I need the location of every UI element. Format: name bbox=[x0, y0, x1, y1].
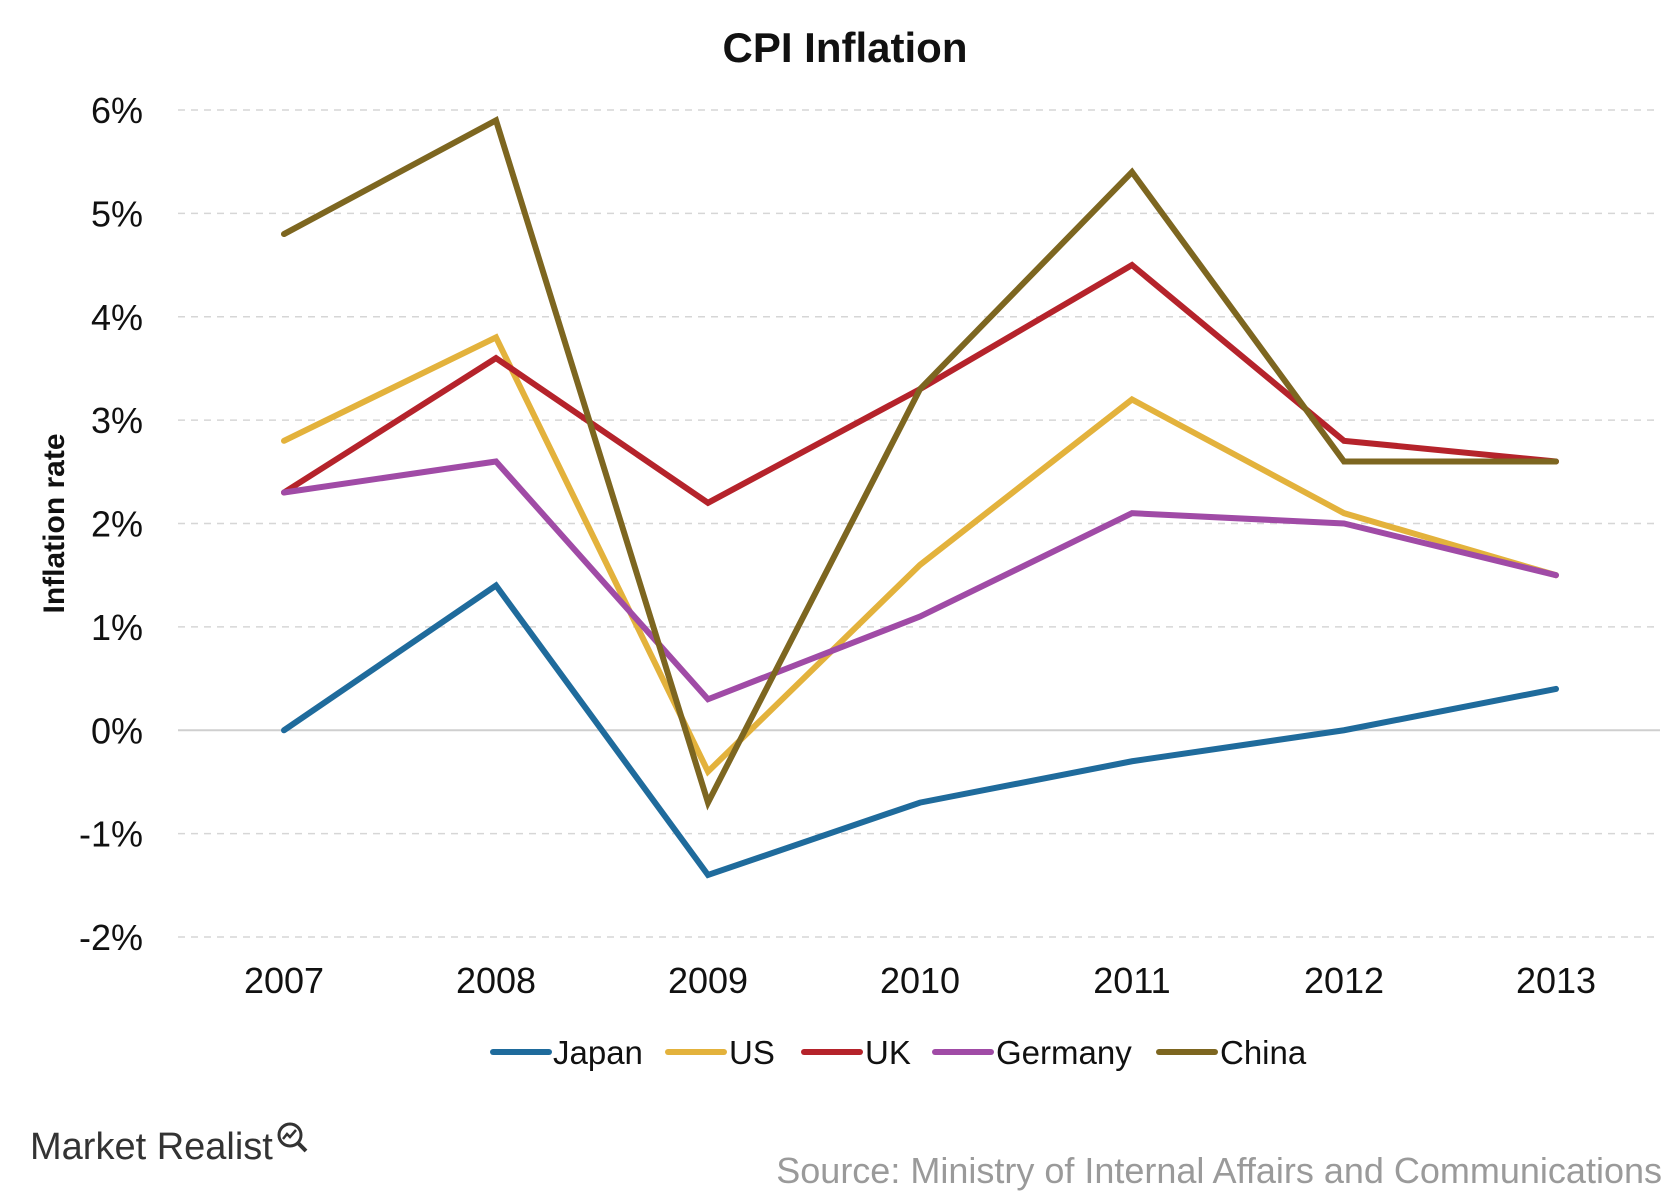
x-tick-label: 2009 bbox=[668, 960, 748, 1001]
y-tick-label: 1% bbox=[91, 607, 143, 648]
series-line-germany bbox=[281, 458, 1559, 703]
y-tick-label: -2% bbox=[79, 917, 143, 958]
brand-logo: Market Realist bbox=[30, 1122, 309, 1169]
y-tick-label: 5% bbox=[91, 193, 143, 234]
chart-title: CPI Inflation bbox=[723, 24, 968, 71]
y-tick-label: -1% bbox=[79, 814, 143, 855]
series-line-japan bbox=[281, 581, 1559, 879]
brand-name: Market Realist bbox=[30, 1126, 273, 1168]
x-tick-label: 2011 bbox=[1093, 960, 1170, 1001]
legend-label-china: China bbox=[1220, 1034, 1307, 1071]
y-tick-label: 6% bbox=[91, 90, 143, 131]
x-tick-label: 2013 bbox=[1516, 960, 1596, 1001]
x-tick-label: 2007 bbox=[244, 960, 324, 1001]
magnifier-chart-icon bbox=[277, 1122, 308, 1153]
chart-svg: CPI Inflation Inflation rate 6% 5% 4% 3% 2% 1% 0… bbox=[38, 24, 1660, 1071]
y-tick-label: 2% bbox=[91, 504, 143, 545]
y-axis-label: Inflation rate bbox=[38, 433, 71, 613]
x-tick-label: 2008 bbox=[456, 960, 536, 1001]
series-line-china bbox=[281, 115, 1559, 811]
y-tick-label: 0% bbox=[91, 710, 143, 751]
legend-label-us: US bbox=[729, 1034, 775, 1071]
legend-label-germany: Germany bbox=[996, 1034, 1132, 1071]
x-tick-label: 2012 bbox=[1304, 960, 1384, 1001]
y-tick-label: 3% bbox=[91, 400, 143, 441]
legend-label-japan: Japan bbox=[553, 1034, 643, 1071]
x-tick-label: 2010 bbox=[880, 960, 960, 1001]
series-line-us bbox=[281, 333, 1559, 777]
legend-label-uk: UK bbox=[865, 1034, 911, 1071]
y-tick-label: 4% bbox=[91, 297, 143, 338]
source-note: Source: Ministry of Internal Affairs and… bbox=[776, 1150, 1662, 1191]
